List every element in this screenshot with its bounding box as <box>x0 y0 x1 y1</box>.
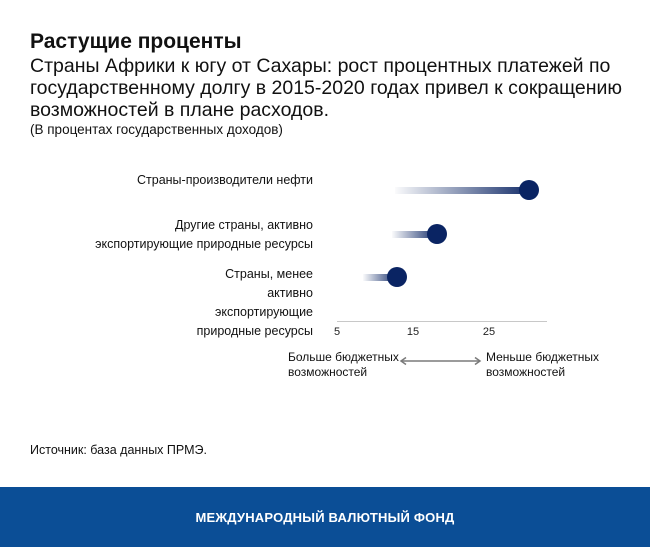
category-label-oil: Страны-производители нефти <box>137 171 313 190</box>
category-label-other-resource: Другие страны, активно экспортирующие пр… <box>95 216 313 254</box>
category-label-line: экспортирующие природные ресурсы <box>95 237 313 251</box>
category-label-line: природные ресурсы <box>196 324 313 338</box>
chart-subtitle: Страны Африки к югу от Сахары: рост проц… <box>30 55 623 121</box>
category-label-line: экспортирующие <box>215 305 313 319</box>
footer-banner: МЕЖДУНАРОДНЫЙ ВАЛЮТНЫЙ ФОНД <box>0 487 650 547</box>
x-tick: 15 <box>406 326 420 338</box>
note-more-space: Больше бюджетных возможностей <box>288 350 399 380</box>
footer-label: МЕЖДУНАРОДНЫЙ ВАЛЮТНЫЙ ФОНД <box>195 509 455 525</box>
category-label-line: Страны, менее <box>225 267 313 281</box>
units-label: (В процентах государственных доходов) <box>30 122 283 137</box>
change-bar <box>392 230 438 238</box>
source-note: Источник: база данных ПРМЭ. <box>30 443 207 457</box>
value-dot <box>386 267 407 287</box>
category-label-less-resource: Страны, менее активно экспортирующие при… <box>197 265 313 341</box>
x-tick: 5 <box>333 326 341 338</box>
chart-title: Растущие проценты <box>30 30 242 53</box>
category-label-line: Другие страны, активно <box>175 218 313 232</box>
note-line: Больше бюджетных <box>288 350 399 364</box>
category-label-line: активно <box>267 286 313 300</box>
double-arrow-icon <box>399 356 482 366</box>
x-axis-line <box>337 321 547 322</box>
note-line: возможностей <box>486 365 566 379</box>
value-dot <box>427 224 448 244</box>
x-tick: 25 <box>482 326 496 338</box>
note-line: Меньше бюджетных <box>486 350 599 364</box>
category-label-line: Страны-производители нефти <box>137 173 313 187</box>
note-less-space: Меньше бюджетных возможностей <box>486 350 599 380</box>
note-line: возможностей <box>288 365 368 379</box>
change-bar <box>395 186 529 194</box>
value-dot <box>518 180 539 200</box>
change-bar <box>362 273 397 281</box>
